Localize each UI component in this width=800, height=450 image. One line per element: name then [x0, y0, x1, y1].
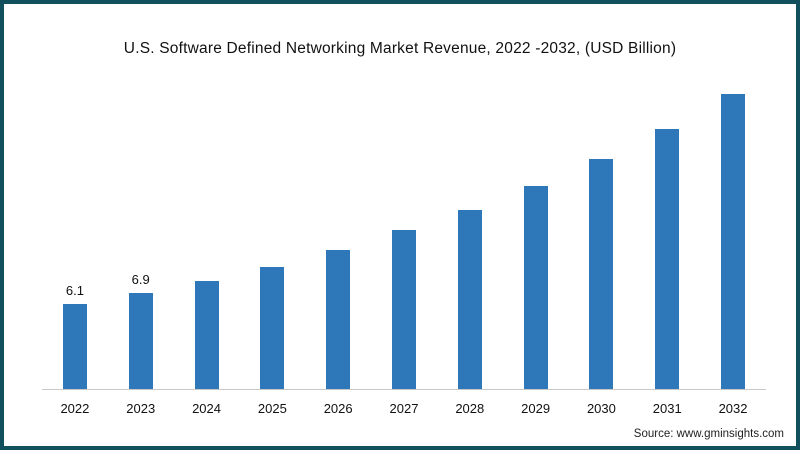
x-axis-label-2025: 2025: [257, 401, 287, 416]
source-attribution: Source: www.gminsights.com: [633, 428, 784, 440]
x-axis-label-2030: 2030: [586, 401, 616, 416]
x-axis-label-2024: 2024: [192, 401, 221, 416]
bar-column-2026: [308, 92, 368, 389]
bar-column-2031: [637, 92, 697, 389]
x-axis-label-2031: 2031: [652, 401, 682, 416]
bar-column-2025: [242, 92, 302, 389]
bar-2032: [721, 94, 746, 389]
bar-value-label-2023: 6.9: [131, 272, 150, 287]
bar-column-2029: [506, 92, 566, 389]
plot-area: 6.1 6.9: [42, 92, 766, 390]
bar-2028: [457, 210, 482, 389]
bar-column-2028: [440, 92, 500, 389]
x-axis-label-2022: 2022: [60, 401, 90, 416]
bar-column-2032: [703, 92, 763, 389]
bar-column-2027: [374, 92, 434, 389]
x-axis-label-2027: 2027: [389, 401, 419, 416]
x-axis-label-2029: 2029: [521, 401, 551, 416]
bar-column-2024: [177, 92, 237, 389]
x-axis-label-2026: 2026: [323, 401, 353, 416]
x-axis-label-2032: 2032: [718, 401, 748, 416]
bar-column-2023: 6.9: [111, 92, 171, 389]
bar-2025: [260, 267, 285, 389]
bar-column-2022: 6.1: [45, 92, 105, 389]
x-axis-label-2023: 2023: [126, 401, 156, 416]
bar-value-label-2022: 6.1: [65, 283, 84, 298]
bar-2024: [194, 281, 219, 389]
bar-2031: [655, 129, 680, 389]
x-axis: 2022 2023 2024 2025 2026 2027 2028 2029 2030 2031…: [42, 401, 766, 416]
x-axis-label-2028: 2028: [455, 401, 485, 416]
bar-2022: [62, 304, 87, 389]
chart-title: U.S. Software Defined Networking Market …: [123, 40, 677, 57]
bar-2023: [128, 293, 153, 389]
bar-2030: [589, 159, 614, 389]
bar-2027: [391, 230, 416, 389]
bar-2026: [326, 250, 351, 389]
bar-column-2030: [571, 92, 631, 389]
bar-2029: [523, 186, 548, 389]
